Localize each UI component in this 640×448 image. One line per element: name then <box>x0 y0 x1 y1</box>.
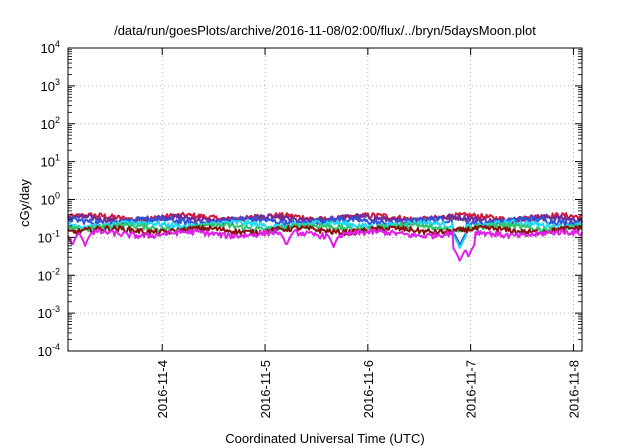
series-line-4 <box>67 219 583 249</box>
x-axis-label: Coordinated Universal Time (UTC) <box>225 431 424 446</box>
y-ticks: 10-4 10-3 10-2 10-1 100 101 102 103 104 <box>38 39 582 359</box>
series-line-6 <box>67 224 583 237</box>
x-tick-label: 2016-11-4 <box>155 360 170 418</box>
y-tick-label: 104 <box>41 39 60 56</box>
y-tick-label: 102 <box>41 115 60 132</box>
x-tick-label: 2016-11-5 <box>258 360 273 418</box>
x-tick-label: 2016-11-8 <box>566 360 581 418</box>
x-ticks: 2016-11-4 2016-11-5 2016-11-6 2016-11-7 2016… <box>155 48 581 418</box>
y-tick-label: 10-2 <box>38 266 60 283</box>
y-tick-label: 10-4 <box>38 342 60 359</box>
series-line-5 <box>67 221 583 234</box>
y-tick-label: 100 <box>41 191 60 208</box>
y-tick-label: 103 <box>41 77 60 94</box>
y-tick-label: 10-3 <box>38 304 60 321</box>
x-tick-label: 2016-11-7 <box>464 360 479 418</box>
chart-title: /data/run/goesPlots/archive/2016-11-08/0… <box>114 23 536 38</box>
y-axis-label: cGy/day <box>17 179 32 227</box>
y-tick-label: 101 <box>41 153 60 170</box>
series-line-7 <box>67 228 583 262</box>
grid <box>68 48 582 351</box>
x-tick-label: 2016-11-6 <box>361 360 376 418</box>
y-tick-label: 10-1 <box>38 228 60 245</box>
series-layer <box>67 211 583 262</box>
